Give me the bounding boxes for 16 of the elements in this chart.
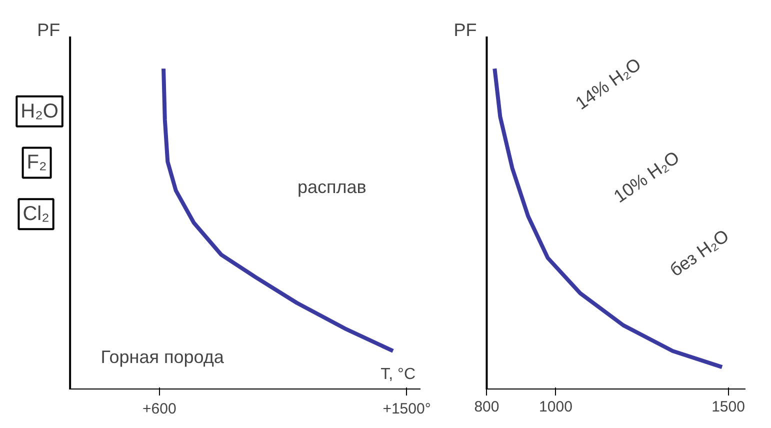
- text: Cl₂: [22, 203, 50, 226]
- x-axis-title: T, °C: [380, 366, 416, 384]
- text: H₂O: [20, 100, 58, 122]
- annotation: 14% H₂O: [572, 54, 645, 114]
- text: F₂: [26, 152, 47, 174]
- x-tick-label: +600: [142, 400, 176, 418]
- annotation: 10% H₂O: [610, 147, 684, 207]
- y-axis-title: PF: [37, 20, 60, 40]
- x-tick-label: 800: [474, 398, 500, 416]
- y-axis-title: PF: [454, 20, 477, 40]
- annotation: расплав: [298, 176, 366, 197]
- annotation: без H₂O: [666, 226, 733, 280]
- x-tick-label: +1500°: [382, 400, 431, 418]
- x-tick-label: 1500: [712, 398, 745, 416]
- x-tick-label: 1000: [539, 398, 572, 416]
- annotation: Горная порода: [100, 347, 225, 368]
